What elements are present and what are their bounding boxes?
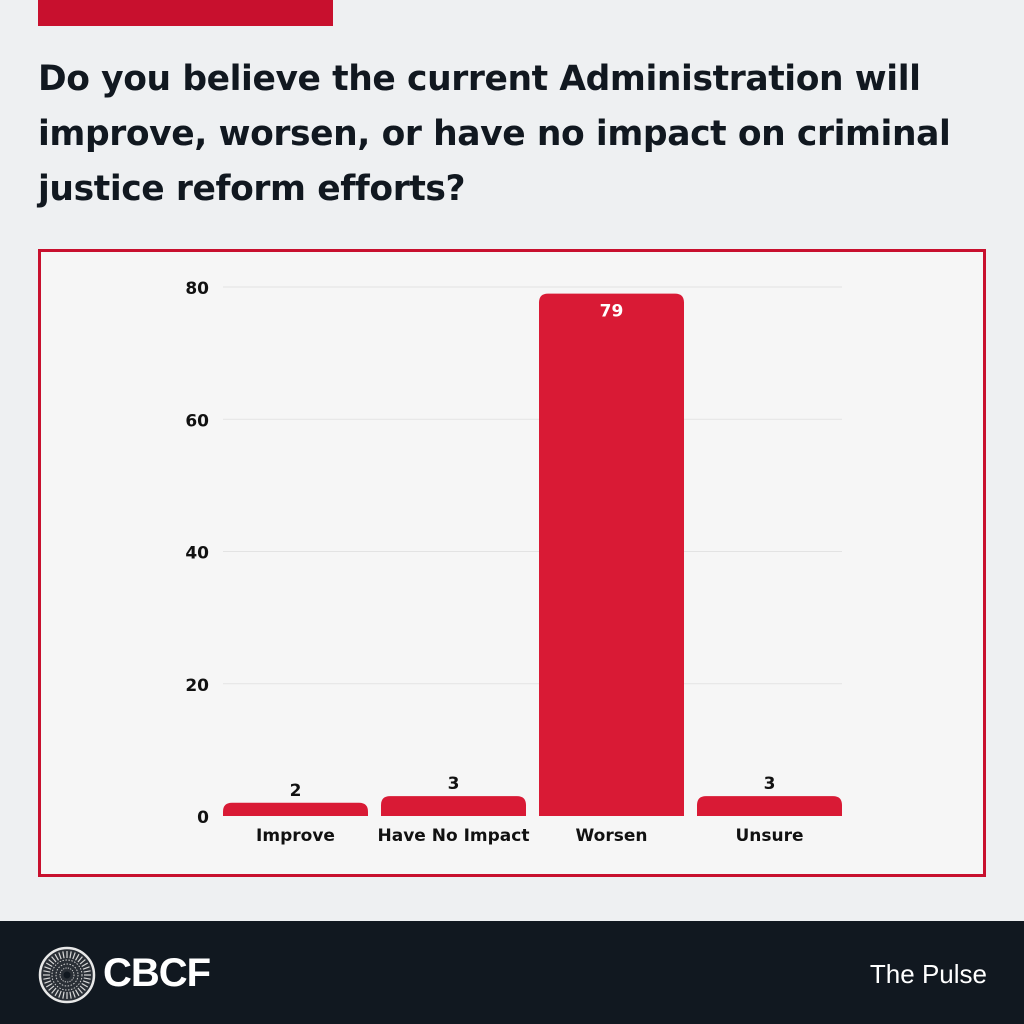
title-line-2: improve, worsen, or have no impact on cr… (38, 114, 951, 154)
bar-improve (223, 802, 368, 816)
data-label: 79 (600, 302, 624, 322)
footer: CBCF The Pulse (0, 921, 1024, 1024)
page-title: Do you believe the current Administratio… (38, 52, 1008, 217)
top-accent-bar (38, 0, 333, 26)
bar-chart: 0 20 40 60 80 2 3 79 3 Improve Have No Impact Wor… (185, 279, 842, 846)
footer-series-name: The Pulse (869, 959, 987, 989)
chart-container: 0 20 40 60 80 2 3 79 3 Improve Have No Impact Wor… (38, 249, 986, 877)
y-axis-ticks: 0 20 40 60 80 (185, 279, 209, 828)
x-tick-label: Unsure (735, 826, 803, 846)
y-tick-label: 20 (185, 676, 209, 696)
x-axis-ticks: Improve Have No Impact Worsen Unsure (256, 826, 803, 846)
bar-unsure (697, 796, 842, 816)
bar-worsen (539, 293, 684, 816)
gridlines (223, 286, 842, 685)
y-tick-label: 0 (197, 808, 209, 828)
y-tick-label: 60 (185, 411, 209, 431)
y-tick-label: 80 (185, 279, 209, 299)
data-label: 3 (764, 774, 776, 794)
x-tick-label: Have No Impact (378, 826, 530, 846)
cbcf-seal-icon (38, 946, 96, 1004)
bar-have-no-impact (381, 796, 526, 816)
x-tick-label: Worsen (576, 826, 648, 846)
data-label: 3 (448, 774, 460, 794)
y-tick-label: 40 (185, 544, 209, 564)
title-line-1: Do you believe the current Administratio… (38, 59, 921, 99)
title-line-3: justice reform efforts? (38, 169, 466, 209)
logo-text: CBCF (103, 951, 211, 995)
bars (223, 293, 842, 816)
data-labels: 2 3 79 3 (290, 302, 776, 801)
x-tick-label: Improve (256, 826, 335, 846)
data-label: 2 (290, 781, 302, 801)
